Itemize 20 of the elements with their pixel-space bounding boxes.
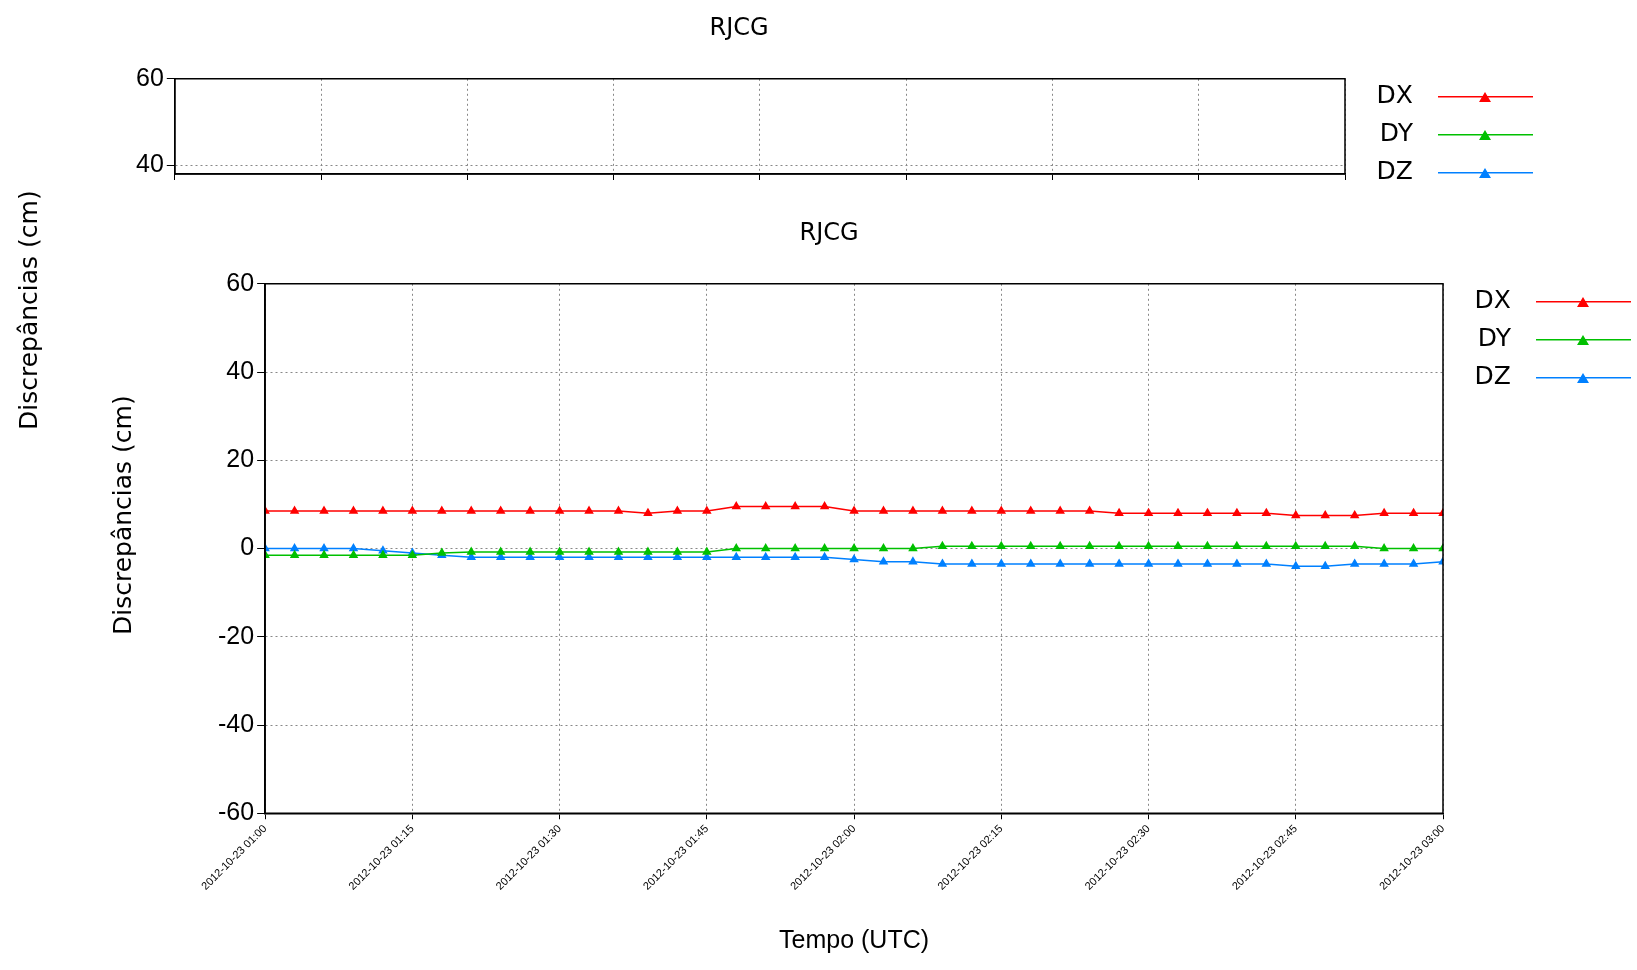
y-tick-label: 60 [226, 267, 255, 296]
y-axis-title: Discrepâncias (cm) [14, 190, 43, 430]
y-tick-label: 40 [136, 149, 164, 178]
legend-label: DX [1474, 285, 1511, 315]
chart-title: RJCG [799, 217, 859, 246]
y-axis-title: Discrepâncias (cm) [108, 395, 137, 635]
legend-label: DY [1379, 118, 1414, 148]
y-tick-label: -20 [217, 620, 255, 649]
legend-label: DX [1376, 80, 1413, 110]
y-tick-label: 60 [136, 62, 164, 91]
y-tick-label: -40 [217, 708, 255, 737]
legend-label: DY [1477, 323, 1512, 353]
legend-label: DZ [1376, 156, 1413, 186]
legend-label: DZ [1474, 361, 1511, 391]
y-tick-label: -60 [217, 797, 255, 826]
y-tick-label: 20 [226, 444, 255, 473]
x-axis-title: Tempo (UTC) [779, 924, 930, 953]
chart-title: RJCG [709, 12, 769, 41]
y-tick-label: 40 [226, 355, 255, 384]
y-tick-label: 0 [240, 532, 255, 561]
